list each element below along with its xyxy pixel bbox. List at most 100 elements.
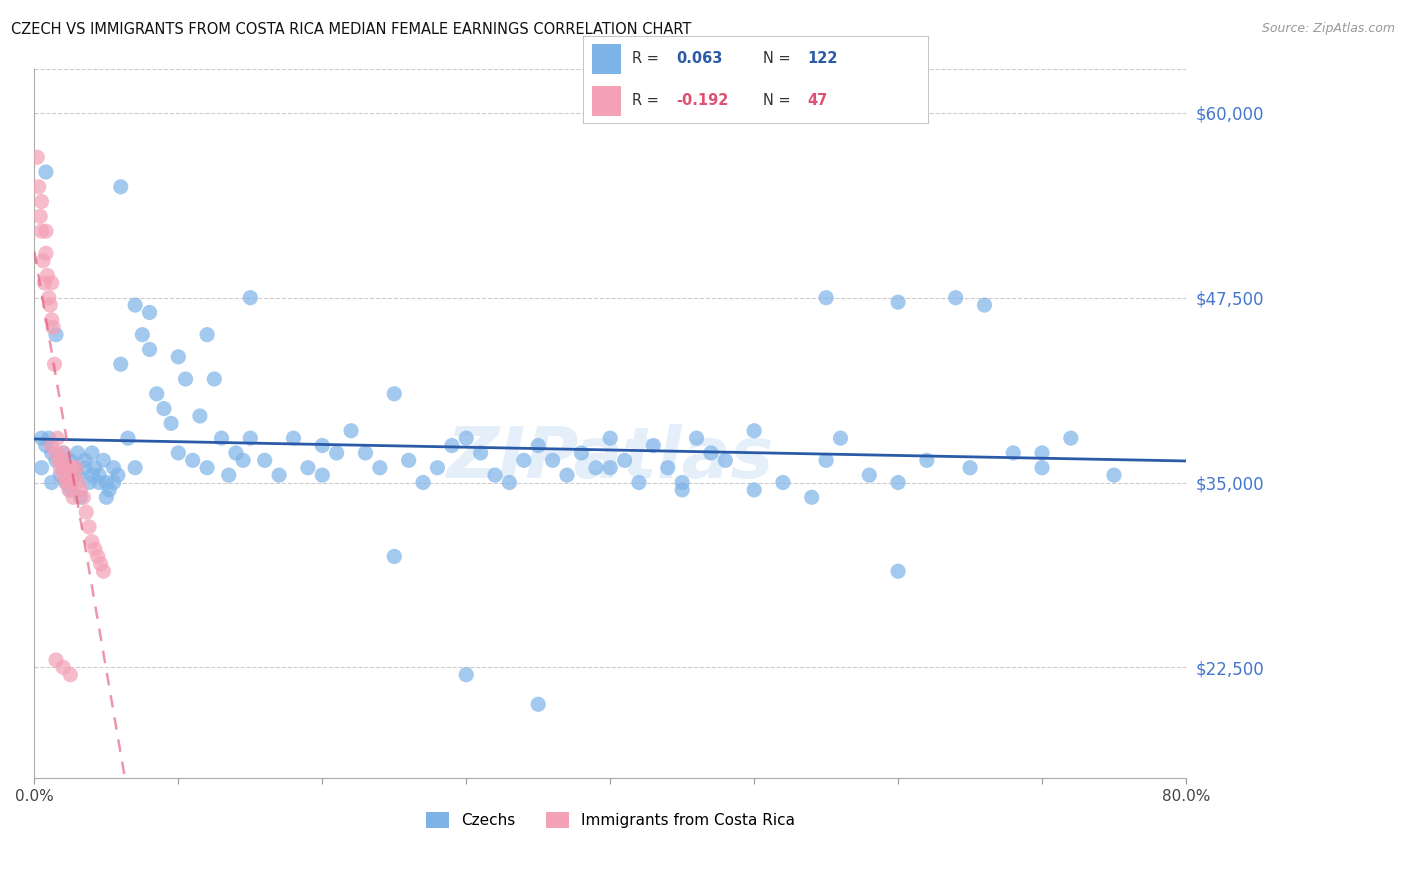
Point: [915, 453, 938, 467]
Point: [75, 505, 97, 519]
Point: [90, 557, 112, 571]
Point: [80, 446, 103, 460]
Point: [887, 564, 910, 578]
Point: [858, 468, 880, 483]
Point: [69, 491, 91, 505]
Point: [41, 446, 63, 460]
Point: [1031, 446, 1053, 460]
Point: [39, 298, 62, 312]
Point: [382, 549, 405, 564]
Point: [800, 491, 823, 505]
Point: [124, 298, 146, 312]
Point: [498, 475, 520, 490]
Point: [107, 468, 129, 483]
Point: [671, 483, 693, 497]
Point: [45, 653, 67, 667]
Point: [59, 460, 82, 475]
Point: [52, 446, 75, 460]
Point: [1002, 446, 1025, 460]
Point: [283, 431, 305, 445]
Point: [59, 483, 82, 497]
Text: R =: R =: [631, 52, 658, 66]
Text: N =: N =: [762, 94, 790, 108]
Point: [35, 165, 58, 179]
Point: [32, 253, 55, 268]
Point: [239, 431, 262, 445]
Point: [31, 194, 53, 209]
Point: [46, 431, 69, 445]
Point: [77, 475, 100, 490]
Point: [627, 475, 650, 490]
Point: [354, 446, 377, 460]
Point: [49, 460, 72, 475]
Point: [1060, 431, 1083, 445]
Point: [412, 475, 434, 490]
Point: [887, 295, 910, 310]
Point: [66, 475, 89, 490]
Point: [167, 446, 190, 460]
Point: [195, 327, 218, 342]
Point: [131, 327, 153, 342]
Point: [657, 460, 679, 475]
Point: [153, 401, 176, 416]
Point: [643, 438, 665, 452]
Point: [440, 438, 463, 452]
Point: [742, 424, 765, 438]
Point: [49, 453, 72, 467]
Point: [55, 475, 77, 490]
Point: [211, 431, 233, 445]
Point: [188, 409, 211, 423]
Point: [527, 698, 550, 712]
Point: [58, 483, 80, 497]
Point: [89, 468, 111, 483]
Point: [65, 460, 87, 475]
Point: [72, 491, 94, 505]
Point: [37, 268, 59, 283]
Text: ZIPatlas: ZIPatlas: [447, 425, 773, 493]
Point: [80, 468, 103, 483]
Point: [51, 453, 73, 467]
Point: [62, 491, 84, 505]
Text: N =: N =: [762, 52, 790, 66]
Point: [714, 453, 737, 467]
Point: [41, 438, 63, 452]
Point: [60, 460, 83, 475]
Point: [117, 431, 139, 445]
Point: [311, 438, 333, 452]
Point: [41, 313, 63, 327]
Point: [959, 460, 981, 475]
Point: [66, 446, 89, 460]
Text: R =: R =: [631, 94, 658, 108]
Point: [93, 453, 115, 467]
Point: [145, 386, 167, 401]
Point: [311, 468, 333, 483]
Point: [83, 460, 105, 475]
Point: [42, 320, 65, 334]
Point: [45, 446, 67, 460]
Text: -0.192: -0.192: [676, 94, 728, 108]
Point: [69, 483, 91, 497]
Point: [66, 468, 89, 483]
Point: [456, 431, 478, 445]
Point: [52, 460, 75, 475]
Point: [253, 453, 276, 467]
Point: [110, 357, 132, 371]
Point: [124, 460, 146, 475]
Point: [93, 564, 115, 578]
Point: [830, 431, 852, 445]
Point: [103, 475, 125, 490]
Point: [28, 179, 51, 194]
Point: [599, 460, 621, 475]
Point: [700, 446, 723, 460]
Text: 122: 122: [807, 52, 838, 66]
Point: [218, 468, 240, 483]
Point: [73, 460, 96, 475]
Point: [48, 453, 70, 467]
Point: [38, 431, 60, 445]
Point: [30, 210, 52, 224]
Point: [368, 460, 391, 475]
Point: [181, 453, 204, 467]
Point: [398, 453, 420, 467]
Point: [1102, 468, 1125, 483]
Point: [63, 468, 86, 483]
